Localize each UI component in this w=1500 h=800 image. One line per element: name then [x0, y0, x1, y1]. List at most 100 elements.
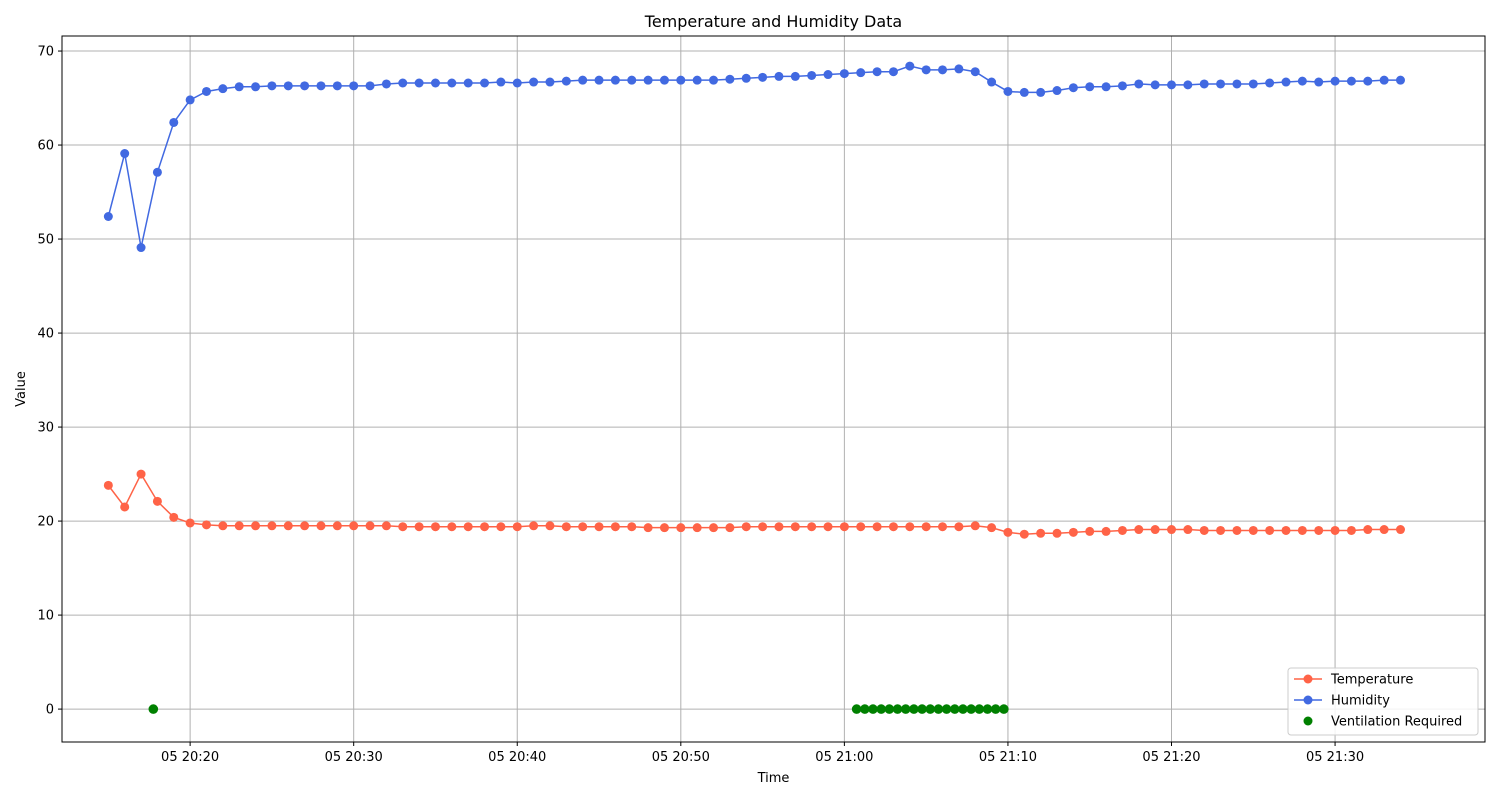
data-point [954, 64, 964, 74]
data-point [725, 523, 735, 533]
legend-item: Humidity [1294, 694, 1390, 709]
data-point [1134, 525, 1144, 535]
data-point [627, 75, 637, 85]
data-point [1068, 527, 1078, 537]
data-point [823, 70, 833, 80]
data-point [545, 77, 555, 87]
data-point [529, 521, 539, 531]
y-tick-label: 50 [37, 233, 54, 248]
legend-box [1287, 667, 1479, 736]
data-point [1314, 77, 1324, 87]
data-point [790, 71, 800, 81]
data-point [1199, 525, 1209, 535]
x-axis-label: Time [757, 771, 790, 786]
y-tick-label: 70 [37, 45, 54, 60]
data-point [1085, 526, 1095, 536]
data-point [169, 117, 179, 127]
data-point [966, 704, 976, 714]
data-point [949, 704, 960, 714]
data-point [987, 77, 997, 87]
data-point [414, 78, 424, 88]
data-point [234, 521, 244, 531]
legend-marker [1303, 695, 1313, 705]
data-point [839, 69, 849, 79]
data-point [1314, 525, 1324, 535]
data-point [578, 75, 588, 85]
data-point [610, 522, 620, 532]
data-point [1248, 525, 1258, 535]
data-point [332, 81, 342, 91]
data-point [921, 65, 931, 75]
data-point [447, 78, 457, 88]
data-point [970, 521, 980, 531]
data-point [480, 522, 490, 532]
data-point [872, 67, 882, 77]
data-point [676, 523, 686, 533]
data-point [790, 522, 800, 532]
data-point [925, 704, 936, 714]
plot-frame [61, 35, 1486, 743]
data-point [954, 522, 964, 532]
data-point [1216, 525, 1226, 535]
x-tick-label: 05 21:10 [979, 750, 1037, 765]
data-point [218, 84, 228, 94]
data-point [1330, 76, 1340, 86]
data-point [1297, 525, 1307, 535]
data-point [1248, 79, 1258, 89]
data-point [974, 704, 985, 714]
data-point [1183, 80, 1193, 90]
data-point [152, 167, 162, 177]
data-point [1330, 525, 1340, 535]
data-point [365, 521, 375, 531]
data-point [938, 65, 948, 75]
data-point [892, 704, 903, 714]
data-point [905, 61, 915, 71]
data-point [349, 521, 359, 531]
data-point [987, 523, 997, 533]
data-point [349, 81, 359, 91]
x-tick-label: 05 20:30 [325, 750, 383, 765]
data-point [201, 520, 211, 530]
data-point [1003, 86, 1013, 96]
data-point [1052, 528, 1062, 538]
chart-title: Temperature and Humidity Data [644, 12, 902, 31]
y-tick-label: 30 [37, 421, 54, 436]
data-point [1117, 81, 1127, 91]
x-tick-label: 05 21:20 [1142, 750, 1200, 765]
data-point [251, 82, 261, 92]
data-point [1363, 525, 1373, 535]
series-temperature [103, 469, 1405, 539]
data-point [1134, 79, 1144, 89]
data-point [594, 522, 604, 532]
y-tick-label: 10 [37, 609, 54, 624]
data-point [1052, 86, 1062, 96]
data-point [283, 81, 293, 91]
data-point [365, 81, 375, 91]
data-point [807, 70, 817, 80]
data-point [1101, 526, 1111, 536]
data-point [430, 522, 440, 532]
data-point [839, 522, 849, 532]
axes: 05 20:20 05 20:30 05 20:40 05 20:50 05 21:00… [37, 45, 1364, 765]
data-point [823, 522, 833, 532]
data-point [381, 79, 391, 89]
data-point [136, 243, 146, 253]
series-layer [103, 61, 1405, 714]
data-point [169, 512, 179, 522]
data-point [868, 704, 878, 714]
data-point [148, 704, 159, 714]
data-point [692, 75, 702, 85]
data-point [1150, 525, 1160, 535]
data-point [1019, 87, 1029, 97]
data-point [758, 522, 768, 532]
data-point [1346, 525, 1356, 535]
data-point [283, 521, 293, 531]
data-point [921, 522, 931, 532]
data-point [201, 86, 211, 96]
data-point [860, 704, 870, 714]
data-point [1232, 79, 1242, 89]
data-point [807, 522, 817, 532]
grid [62, 36, 1485, 742]
data-point [725, 74, 735, 84]
data-point [1363, 76, 1373, 86]
